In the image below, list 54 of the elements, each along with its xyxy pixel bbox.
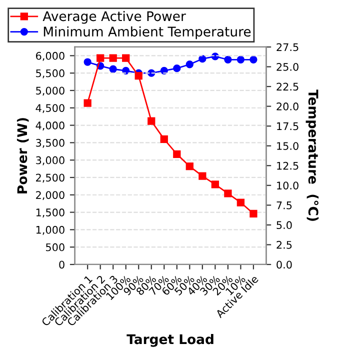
point [250,210,258,218]
y2-tick-label: 22.5 [276,82,298,91]
point [122,54,130,62]
point [198,172,206,180]
y2-axis-title: Temperature (°C) [306,90,319,221]
y2-tick-label: 12.5 [277,162,298,170]
point [236,56,245,64]
y2-tick-label: 0.0 [276,260,292,269]
y-tick-label: 3,000 [36,156,64,166]
point [160,66,168,75]
point [186,60,194,68]
legend-label: Average Active Power [42,10,186,24]
y-tick-label: 2,000 [36,191,64,200]
y2-tick-label: 20.0 [276,102,298,110]
x-axis-title: Target Load [126,334,214,347]
point [122,66,130,75]
y-tick-label: 3,500 [36,138,64,148]
point [109,65,117,73]
point [84,99,92,107]
y-tick-label: 4,000 [36,122,64,130]
y-tick-label: 500 [46,243,64,252]
point [198,55,206,63]
point [134,72,142,80]
point [250,56,258,64]
y2-tick-label: 27.5 [276,43,298,52]
y-tick-label: 2,500 [36,174,64,183]
point [186,162,194,170]
y-tick-label: 5,000 [36,86,64,96]
y-tick-label: 6,000 [36,52,64,61]
y-tick-label: 5,500 [36,69,64,78]
point [224,56,232,64]
y2-tick-label: 10.0 [277,182,298,190]
point [173,64,181,72]
point [173,150,181,158]
point [96,54,104,62]
y2-tick-label: 25.0 [276,62,298,71]
y-tick-label: 1,000 [36,226,64,235]
point [236,198,245,206]
y2-tick-label: 17.5 [277,122,298,130]
y2-tick-label: 2.5 [276,240,292,249]
point [148,117,156,125]
point [224,190,232,198]
point [84,58,92,66]
point [211,180,219,188]
y-tick-label: 1,500 [36,208,64,218]
legend-label: Minimum Ambient Temperature [44,26,251,40]
y2-tick-label: 7.5 [276,202,292,210]
point [160,135,168,144]
point [109,54,117,62]
y-tick-label: 0 [59,260,64,269]
y-axis-title: Power (W) [16,118,29,194]
y2-tick-label: 15.0 [277,142,298,150]
y-tick-label: 4,500 [36,104,64,114]
y2-tick-label: 5.0 [276,221,292,230]
